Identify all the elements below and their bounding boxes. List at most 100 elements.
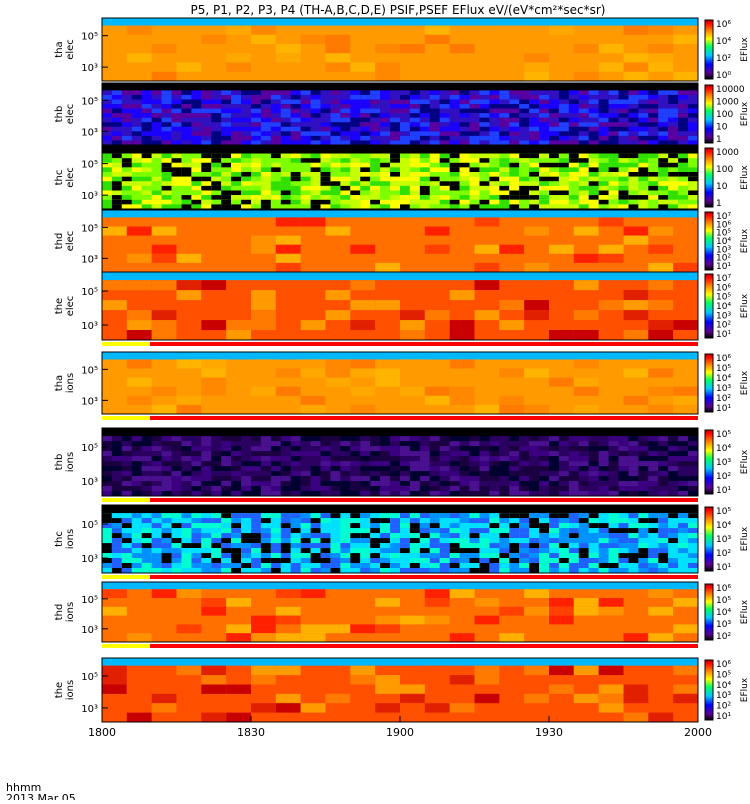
heat-cell (568, 456, 579, 462)
heat-cell (330, 471, 341, 477)
heat-cell (678, 190, 688, 196)
heat-cell (300, 172, 311, 177)
heat-cell (524, 404, 549, 414)
heat-cell (151, 195, 162, 200)
panel-name-line1: the (54, 682, 65, 698)
heat-cell (623, 226, 649, 236)
heat-cell (102, 386, 127, 396)
heat-cell (509, 204, 520, 209)
heat-cell (251, 436, 261, 442)
heat-cell (231, 95, 241, 100)
heat-cell (290, 181, 301, 186)
heat-cell (370, 113, 381, 118)
heat-cell (678, 95, 688, 100)
heat-cell (459, 104, 470, 109)
heat-cell (474, 675, 500, 685)
heat-cell (474, 217, 500, 227)
heat-cell (221, 486, 232, 491)
heat-cell (618, 185, 629, 191)
heat-cell (658, 104, 669, 109)
footer-time-label: hhmm (6, 781, 41, 794)
heat-cell (588, 117, 599, 123)
heat-cell (588, 446, 599, 452)
heat-cell (201, 441, 212, 447)
heat-cell (474, 615, 500, 625)
heat-cell (573, 665, 599, 676)
heat-cell (400, 615, 425, 625)
heat-cell (390, 436, 400, 442)
heat-cell (241, 568, 251, 573)
heat-cell (469, 461, 480, 467)
heat-cell (479, 90, 490, 95)
heat-cell (131, 548, 142, 554)
heat-cell (429, 195, 440, 200)
heat-cell (419, 486, 430, 491)
heat-cell (618, 451, 629, 457)
heat-cell (340, 90, 351, 95)
heat-cell (479, 126, 490, 132)
heat-cell (280, 131, 291, 136)
heat-cell (330, 441, 341, 447)
heat-cell (419, 185, 430, 191)
heat-cell (474, 290, 500, 301)
heat-cell (260, 436, 271, 442)
heat-cell (429, 461, 440, 467)
heat-cell (648, 195, 659, 200)
heat-cell (320, 441, 331, 447)
heat-cell (221, 436, 232, 442)
heat-cell (489, 113, 500, 118)
heat-cell (300, 441, 311, 447)
heat-cell (340, 568, 351, 573)
heat-cell (439, 523, 450, 529)
heat-cell (400, 158, 410, 163)
heat-cell (598, 135, 609, 141)
heat-cell (226, 330, 251, 340)
heat-cell (370, 181, 381, 186)
heat-cell (310, 461, 321, 467)
heat-cell (638, 513, 649, 519)
heat-cell (111, 195, 122, 200)
heat-cell (499, 244, 525, 254)
heat-cell (330, 568, 341, 573)
heat-cell (375, 633, 400, 642)
heat-cell (558, 538, 569, 544)
heat-cell (469, 190, 480, 196)
heat-cell (151, 181, 162, 186)
heat-cell (558, 518, 569, 524)
heat-cell (509, 140, 520, 145)
heat-cell (350, 563, 361, 568)
heat-cell (181, 190, 192, 196)
heat-cell (181, 185, 192, 191)
heat-cell (111, 553, 122, 559)
heat-cell (176, 624, 202, 634)
heat-cell (549, 563, 559, 568)
heat-cell (479, 176, 490, 182)
colorbar-tick-label: 10¹ (716, 563, 731, 573)
heat-cell (668, 553, 679, 559)
heat-cell (499, 377, 525, 387)
heat-cell (618, 126, 629, 132)
heat-cell (499, 518, 510, 524)
heat-cell (474, 244, 500, 254)
heat-cell (628, 513, 639, 519)
heat-cell (380, 190, 390, 196)
heat-cell (330, 126, 341, 132)
heat-cell (280, 513, 291, 519)
heat-cell (539, 446, 549, 452)
heat-cell (370, 441, 381, 447)
heat-cell (310, 122, 321, 127)
heat-cell (111, 436, 122, 442)
heat-cell (131, 181, 142, 186)
heat-cell (439, 162, 450, 168)
heat-cell (151, 310, 177, 321)
heat-cell (350, 476, 361, 482)
heat-cell (141, 99, 152, 104)
heat-cell (558, 481, 569, 486)
heat-cell (251, 104, 261, 109)
heat-cell (449, 456, 460, 462)
heat-cell (350, 185, 361, 191)
heat-cell (121, 563, 132, 568)
heat-cell (231, 117, 241, 123)
heat-cell (211, 199, 222, 205)
heat-cell (330, 491, 341, 496)
